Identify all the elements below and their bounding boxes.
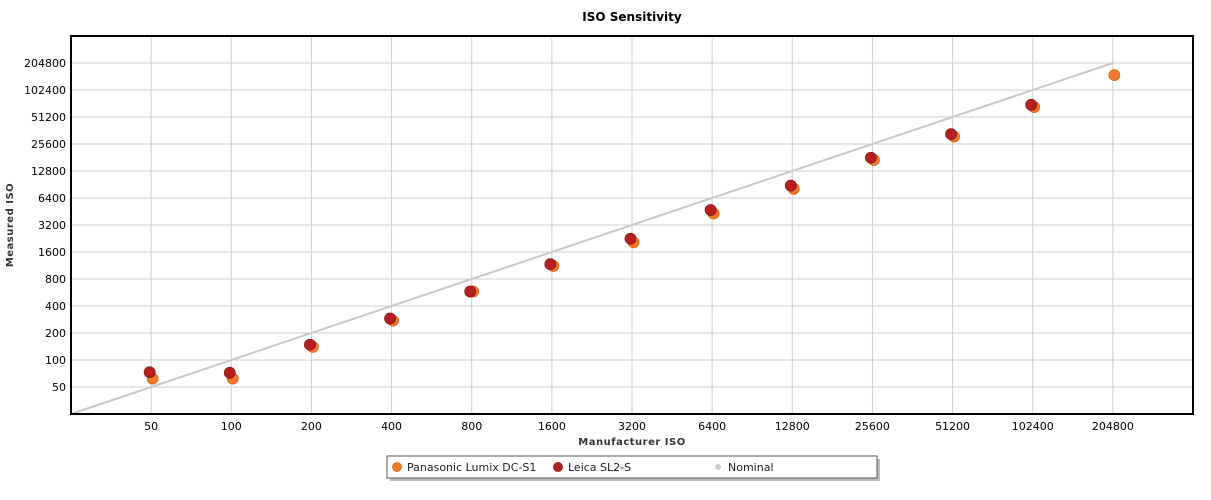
x-axis-label: Manufacturer ISO xyxy=(578,437,685,448)
y-tick-label: 204800 xyxy=(24,57,66,70)
legend[interactable]: Panasonic Lumix DC-S1 Leica SL2-S Nominal xyxy=(386,455,880,481)
x-tick-label: 200 xyxy=(301,420,322,433)
y-tick-label: 200 xyxy=(45,327,66,340)
legend-item[interactable]: Panasonic Lumix DC-S1 xyxy=(392,461,537,474)
plot-area xyxy=(70,35,1194,415)
legend-label: Nominal xyxy=(728,461,774,474)
y-tick-label: 102400 xyxy=(24,84,66,97)
x-tick-label: 50 xyxy=(144,420,158,433)
data-point xyxy=(304,338,316,351)
y-tick-label: 3200 xyxy=(38,219,66,232)
y-tick-label: 1600 xyxy=(38,246,66,259)
x-tick-label: 12800 xyxy=(775,420,810,433)
data-point xyxy=(1108,69,1121,82)
x-tick-label: 102400 xyxy=(1012,420,1054,433)
data-point xyxy=(384,312,396,325)
data-point xyxy=(143,366,156,379)
x-axis-ticks: 50 100 200 400 800 1600 3200 6400 12800 25600 5120… xyxy=(144,420,1134,433)
x-tick-label: 25600 xyxy=(855,420,890,433)
series-1 xyxy=(143,98,1038,379)
y-tick-label: 400 xyxy=(45,300,66,313)
legend-marker xyxy=(553,462,563,472)
data-points xyxy=(143,69,1121,385)
x-tick-label: 204800 xyxy=(1092,420,1134,433)
data-point xyxy=(784,179,797,192)
y-tick-label: 800 xyxy=(45,273,66,286)
data-point xyxy=(464,285,477,298)
x-tick-label: 100 xyxy=(221,420,242,433)
x-tick-label: 51200 xyxy=(935,420,970,433)
y-tick-label: 100 xyxy=(45,354,66,367)
data-point xyxy=(1025,98,1038,111)
data-point xyxy=(544,258,557,271)
nominal-series-line xyxy=(70,62,1114,415)
y-tick-label: 25600 xyxy=(31,138,66,151)
legend-item[interactable]: Nominal xyxy=(715,461,774,474)
nominal-line xyxy=(70,62,1114,415)
x-tick-label: 800 xyxy=(461,420,482,433)
y-tick-label: 12800 xyxy=(31,165,66,178)
legend-label: Leica SL2-S xyxy=(568,461,631,474)
legend-label: Panasonic Lumix DC-S1 xyxy=(407,461,536,474)
x-tick-label: 1600 xyxy=(538,420,566,433)
legend-item[interactable]: Leica SL2-S xyxy=(553,461,632,474)
legend-marker xyxy=(715,464,721,470)
y-tick-label: 51200 xyxy=(31,111,66,124)
legend-box xyxy=(386,455,878,479)
data-point xyxy=(624,232,637,245)
x-tick-label: 400 xyxy=(381,420,402,433)
chart-title: ISO Sensitivity xyxy=(582,10,682,24)
y-tick-label: 50 xyxy=(52,381,66,394)
legend-marker xyxy=(392,462,402,472)
grid-lines xyxy=(71,36,1193,414)
x-tick-label: 3200 xyxy=(618,420,646,433)
data-point xyxy=(865,151,877,164)
y-axis-ticks: 50 100 200 400 800 1600 3200 6400 12800 25600 5120… xyxy=(24,57,66,394)
y-tick-label: 6400 xyxy=(38,192,66,205)
data-point xyxy=(223,366,236,379)
data-point xyxy=(945,128,957,141)
y-axis-label: Measured ISO xyxy=(5,183,16,267)
data-point xyxy=(704,204,717,216)
x-tick-label: 6400 xyxy=(698,420,726,433)
